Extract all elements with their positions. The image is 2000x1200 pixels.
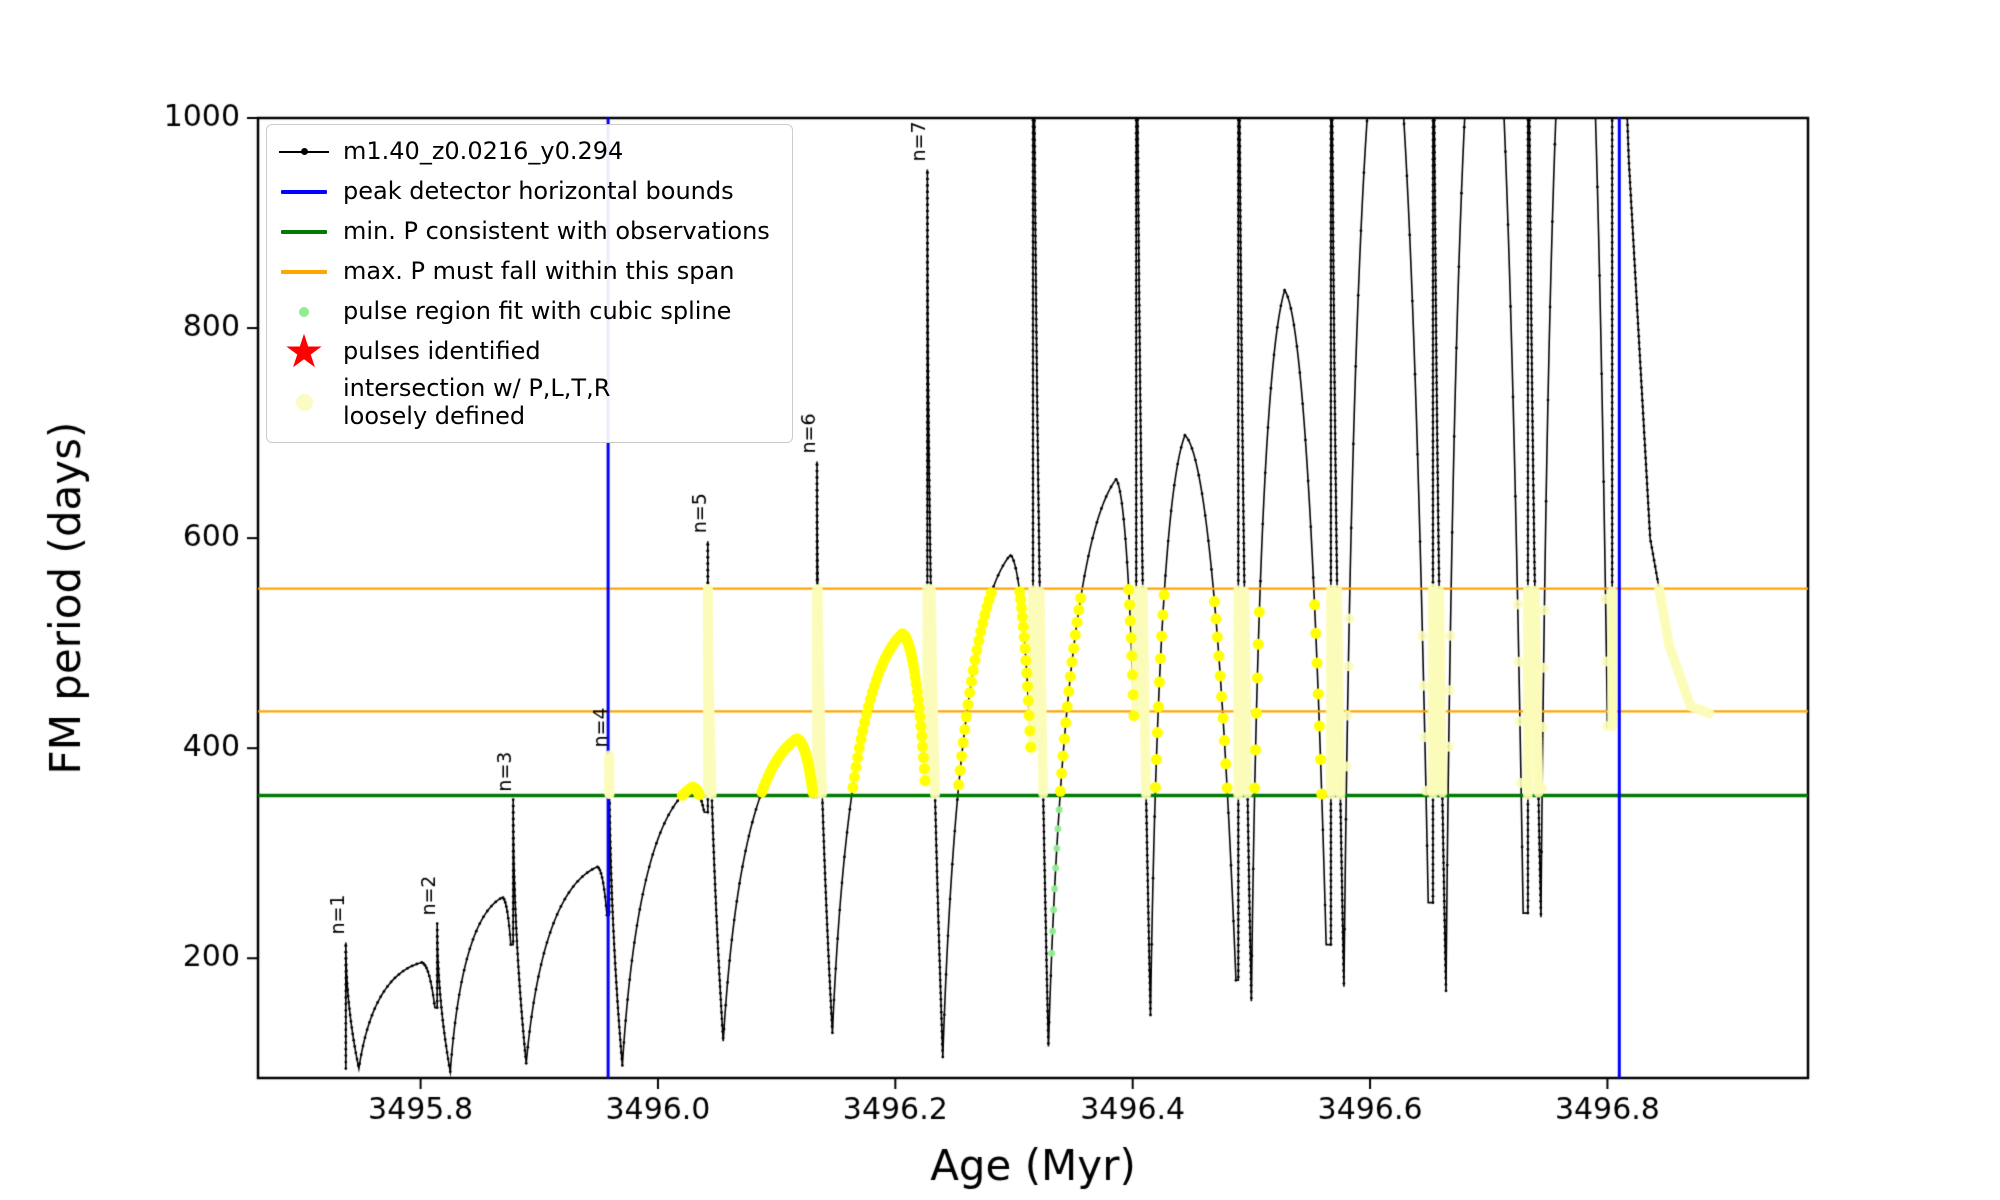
blue-line-marker [281, 189, 327, 194]
legend-item-intersection: intersection w/ P,L,T,R loosely defined [279, 374, 770, 430]
legend-item-min-p: min. P consistent with observations [279, 215, 770, 248]
legend-item-pulses: ★ pulses identified [279, 324, 770, 378]
legend-label-min-p: min. P consistent with observations [343, 216, 770, 245]
legend-item-max-p: max. P must fall within this span [279, 255, 770, 288]
legend-label-intersection: intersection w/ P,L,T,R loosely defined [343, 374, 611, 430]
legend-label-pulses: pulses identified [343, 336, 541, 365]
legend-label-spline: pulse region fit with cubic spline [343, 296, 732, 325]
green-line-marker [281, 229, 327, 234]
legend-label-peak-bounds: peak detector horizontal bounds [343, 176, 734, 205]
series-line-marker [279, 148, 329, 155]
legend-label-max-p: max. P must fall within this span [343, 256, 735, 285]
legend-item-spline: pulse region fit with cubic spline [279, 295, 770, 328]
red-star-icon: ★ [283, 324, 325, 378]
orange-line-marker [281, 269, 327, 274]
legend-label-series: m1.40_z0.0216_y0.294 [343, 136, 624, 165]
legend-item-peak-bounds: peak detector horizontal bounds [279, 175, 770, 208]
legend-item-series: m1.40_z0.0216_y0.294 [279, 135, 770, 168]
yellow-dot-marker [295, 394, 313, 412]
legend: m1.40_z0.0216_y0.294 peak detector horiz… [266, 124, 793, 444]
green-dot-marker [299, 306, 309, 317]
